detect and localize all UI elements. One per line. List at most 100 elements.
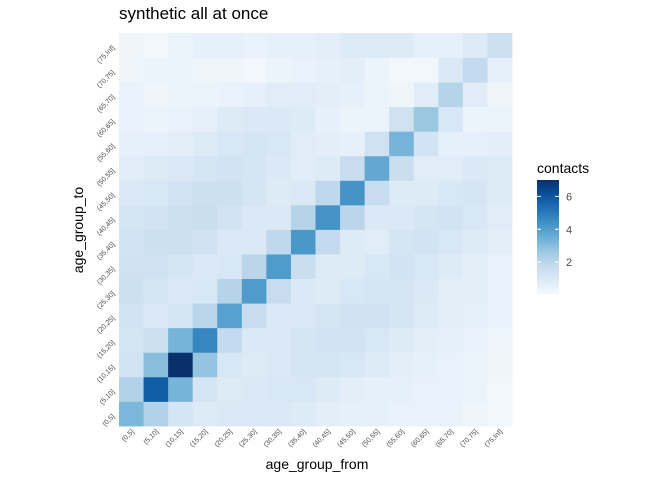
heatmap-cell bbox=[192, 278, 218, 304]
heatmap-cell bbox=[487, 254, 513, 280]
heatmap-cell bbox=[364, 82, 390, 108]
heatmap-cell bbox=[462, 327, 488, 353]
heatmap-cell bbox=[315, 82, 341, 108]
x-axis-title: age_group_from bbox=[266, 456, 369, 472]
heatmap-cell bbox=[119, 303, 144, 329]
heatmap-cell bbox=[413, 106, 439, 132]
heatmap-cell bbox=[217, 57, 243, 83]
heatmap-cell bbox=[364, 57, 390, 83]
heatmap-cell bbox=[438, 303, 464, 329]
heatmap-cell bbox=[168, 327, 194, 353]
heatmap-cell bbox=[192, 155, 218, 181]
heatmap-cell bbox=[119, 131, 144, 157]
heatmap-cell bbox=[389, 303, 415, 329]
color-legend: contacts 2 4 6 bbox=[537, 160, 589, 295]
x-tick-label: (60,65] bbox=[410, 428, 430, 448]
heatmap-cell bbox=[438, 180, 464, 206]
heatmap-cell bbox=[462, 131, 488, 157]
heatmap-cell bbox=[217, 180, 243, 206]
heatmap-cell bbox=[340, 303, 366, 329]
heatmap-cell bbox=[364, 254, 390, 280]
heatmap-cell bbox=[266, 303, 292, 329]
heatmap-cell bbox=[119, 352, 144, 378]
heatmap-cell bbox=[119, 204, 144, 230]
heatmap-cell bbox=[168, 106, 194, 132]
y-tick-label: (45,50] bbox=[96, 192, 116, 212]
heatmap-cell bbox=[487, 155, 513, 181]
heatmap-cell bbox=[340, 376, 366, 402]
heatmap-cell bbox=[487, 229, 513, 255]
heatmap-cell bbox=[413, 229, 439, 255]
heatmap-cell bbox=[413, 33, 439, 58]
heatmap-cell bbox=[315, 131, 341, 157]
heatmap-cell bbox=[217, 352, 243, 378]
heatmap-cell bbox=[438, 376, 464, 402]
heatmap-cell bbox=[462, 106, 488, 132]
heatmap-cell bbox=[241, 33, 267, 58]
heatmap-cell bbox=[143, 229, 169, 255]
heatmap-cell bbox=[364, 33, 390, 58]
heatmap-cell bbox=[487, 106, 513, 132]
heatmap-cell bbox=[487, 352, 513, 378]
heatmap-cell bbox=[487, 57, 513, 83]
heatmap-cell bbox=[315, 204, 341, 230]
y-axis-ticks: (0,5] (5,10] (10,15] (15,20] (20,25] (25,30] (… bbox=[96, 45, 116, 428]
heatmap-cell bbox=[340, 180, 366, 206]
heatmap-cell bbox=[192, 303, 218, 329]
heatmap-cell bbox=[389, 180, 415, 206]
heatmap-cell bbox=[315, 352, 341, 378]
heatmap-cell bbox=[487, 303, 513, 329]
heatmap-cell bbox=[462, 376, 488, 402]
heatmap-cell bbox=[290, 57, 316, 83]
x-tick-label: (30,35] bbox=[263, 428, 283, 448]
heatmap-cell bbox=[413, 254, 439, 280]
heatmap-cell bbox=[364, 303, 390, 329]
heatmap-cell bbox=[462, 204, 488, 230]
heatmap-cell bbox=[462, 180, 488, 206]
heatmap-cell bbox=[241, 106, 267, 132]
heatmap-cell bbox=[168, 33, 194, 58]
x-tick-label: (10,15] bbox=[164, 428, 184, 448]
x-tick-label: (40,45] bbox=[312, 428, 332, 448]
heatmap-cell bbox=[241, 204, 267, 230]
heatmap-cell bbox=[413, 204, 439, 230]
heatmap-cell bbox=[217, 401, 243, 427]
heatmap-cell bbox=[487, 33, 513, 58]
heatmap-cell bbox=[290, 352, 316, 378]
y-tick-label: (5,10] bbox=[99, 389, 117, 407]
heatmap-cell bbox=[119, 57, 144, 83]
heatmap-cell bbox=[290, 82, 316, 108]
heatmap-cell bbox=[143, 254, 169, 280]
heatmap-cell bbox=[168, 303, 194, 329]
heatmap-cell bbox=[290, 180, 316, 206]
heatmap-cell bbox=[340, 229, 366, 255]
heatmap-cell bbox=[119, 229, 144, 255]
heatmap-cell bbox=[217, 254, 243, 280]
heatmap-cell bbox=[192, 180, 218, 206]
y-tick-label: (15,20] bbox=[96, 339, 116, 359]
y-tick-label: (75,Inf] bbox=[96, 45, 116, 65]
heatmap-cell bbox=[266, 155, 292, 181]
heatmap-cell bbox=[119, 401, 144, 427]
heatmap-cell bbox=[290, 131, 316, 157]
heatmap-cell bbox=[315, 155, 341, 181]
heatmap-cell bbox=[364, 401, 390, 427]
heatmap-cell bbox=[143, 82, 169, 108]
x-tick-label: (50,55] bbox=[361, 428, 381, 448]
heatmap-cell bbox=[315, 376, 341, 402]
heatmap-cell bbox=[266, 204, 292, 230]
heatmap-cell bbox=[266, 180, 292, 206]
heatmap-cell bbox=[438, 131, 464, 157]
heatmap-cell bbox=[217, 82, 243, 108]
heatmap-cell bbox=[487, 82, 513, 108]
heatmap-cell bbox=[438, 401, 464, 427]
legend-tick-label: 4 bbox=[566, 224, 572, 236]
heatmap-cell bbox=[413, 57, 439, 83]
heatmap-cell bbox=[389, 376, 415, 402]
x-tick-label: (75,Inf] bbox=[484, 428, 504, 448]
heatmap-cell bbox=[217, 327, 243, 353]
heatmap-cell bbox=[143, 155, 169, 181]
y-tick-label: (70,75] bbox=[96, 69, 116, 89]
heatmap-cell bbox=[389, 327, 415, 353]
heatmap-cell bbox=[168, 155, 194, 181]
